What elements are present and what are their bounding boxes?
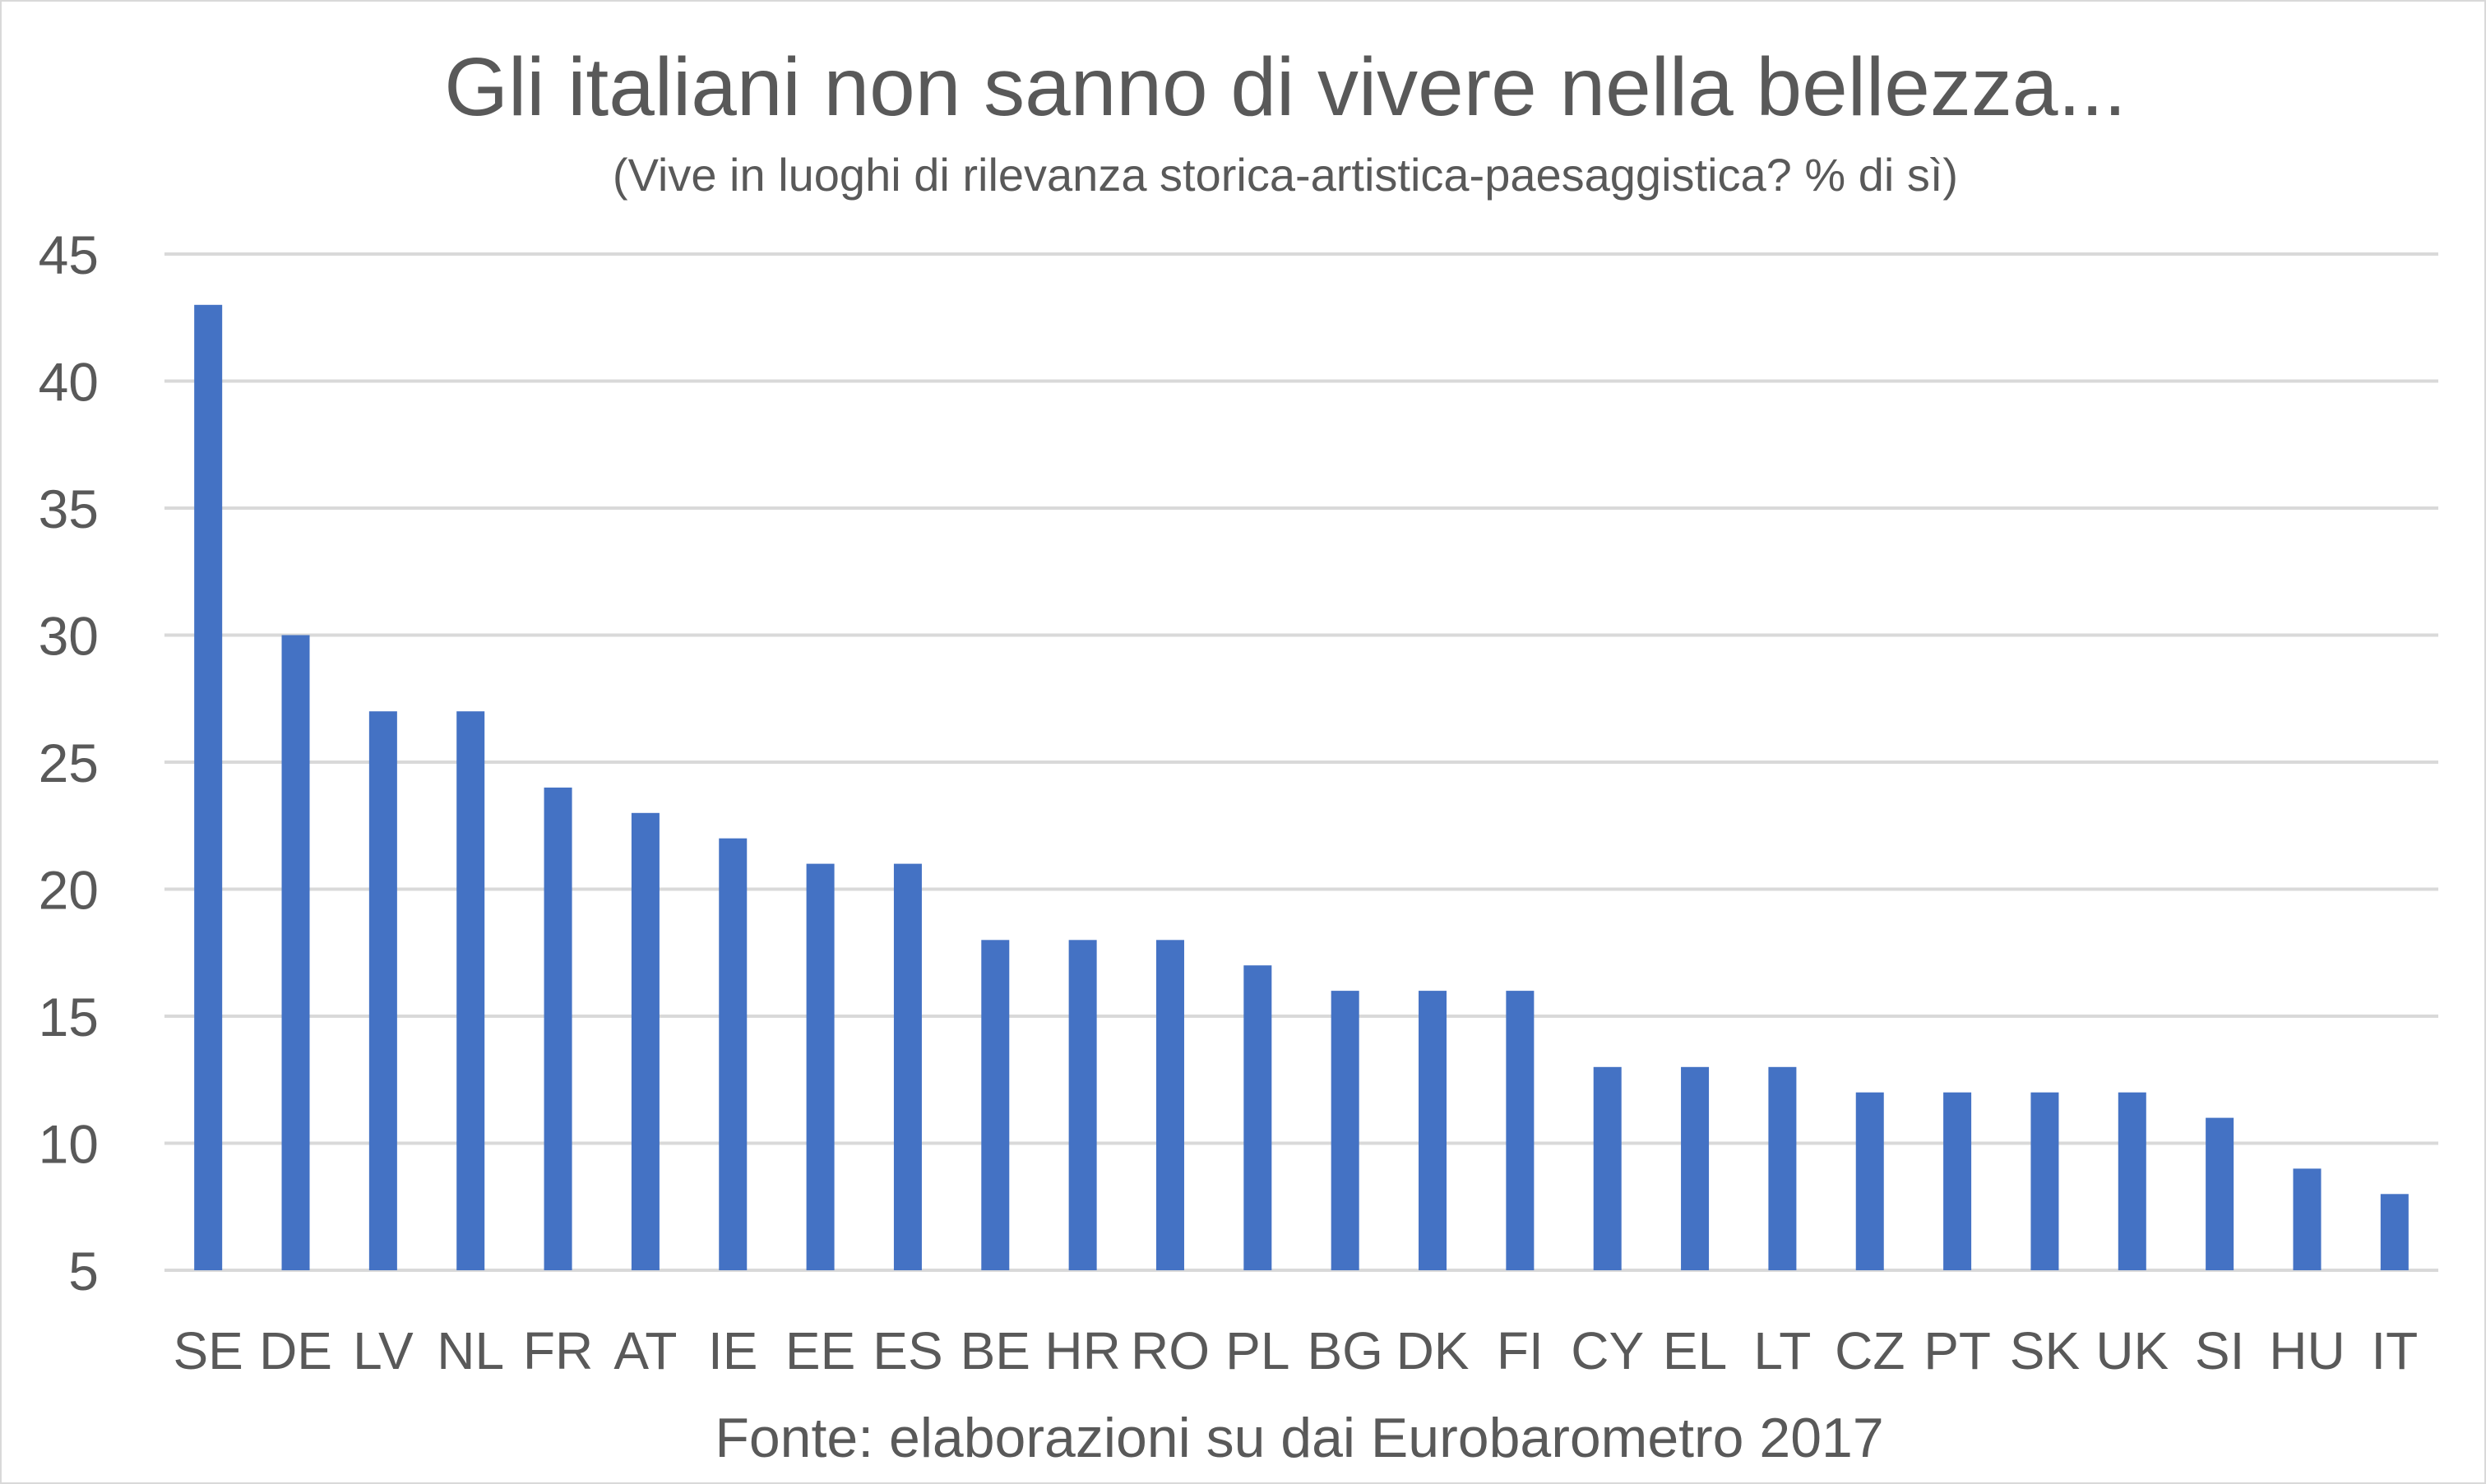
y-axis-ticks: 5 10 15 20 25 30 35 40 45 xyxy=(39,224,99,1301)
x-category-label: CY xyxy=(1571,1321,1644,1380)
y-tick-label: 35 xyxy=(39,478,99,539)
x-category-label: AT xyxy=(613,1321,677,1380)
bar-ie xyxy=(719,838,748,1270)
y-tick-label: 20 xyxy=(39,860,99,921)
x-category-label: LT xyxy=(1753,1321,1811,1380)
gridlines xyxy=(164,252,2438,1272)
x-category-label: DK xyxy=(1396,1321,1470,1380)
bar-it xyxy=(2380,1194,2409,1270)
bar-pl xyxy=(1243,965,1272,1270)
y-tick-label: 45 xyxy=(39,224,99,285)
x-category-label: IE xyxy=(708,1321,757,1380)
x-category-label: IT xyxy=(2371,1321,2418,1380)
x-category-label: SK xyxy=(2010,1321,2080,1380)
x-category-label: NL xyxy=(437,1321,504,1380)
bar-lt xyxy=(1768,1066,1797,1270)
bar-nl xyxy=(456,711,485,1270)
bar-at xyxy=(631,812,660,1270)
bar-uk xyxy=(2118,1092,2146,1270)
x-category-label: FR xyxy=(523,1321,593,1380)
bar-de xyxy=(281,635,310,1270)
bar-dk xyxy=(1419,991,1447,1270)
x-category-label: EL xyxy=(1663,1321,1727,1380)
y-tick-label: 10 xyxy=(39,1114,99,1175)
x-category-label: ES xyxy=(873,1321,942,1380)
x-category-label: SE xyxy=(173,1321,243,1380)
chart-title: Gli italiani non sanno di vivere nella b… xyxy=(444,41,2127,133)
bar-fr xyxy=(544,787,572,1270)
x-category-label: PL xyxy=(1225,1321,1289,1380)
x-category-label: DE xyxy=(259,1321,332,1380)
x-category-label: EE xyxy=(785,1321,855,1380)
bar-hu xyxy=(2293,1168,2322,1270)
bar-ee xyxy=(806,863,835,1270)
x-category-label: BG xyxy=(1307,1321,1382,1380)
x-category-label: PT xyxy=(1924,1321,1991,1380)
bars xyxy=(194,304,2409,1270)
bar-ro xyxy=(1155,940,1184,1270)
bar-el xyxy=(1681,1066,1710,1270)
x-category-label: HU xyxy=(2269,1321,2345,1380)
x-category-label: RO xyxy=(1131,1321,1210,1380)
bar-es xyxy=(893,863,922,1270)
x-category-label: LV xyxy=(353,1321,414,1380)
x-category-label: BE xyxy=(961,1321,1030,1380)
bar-si xyxy=(2206,1117,2234,1270)
x-axis-categories: SE DE LV NL FR AT IE EE ES BE HR RO PL BG DK FI CY EL LT CZ… xyxy=(173,1321,2418,1380)
x-category-label: FI xyxy=(1497,1321,1544,1380)
x-category-label: HR xyxy=(1044,1321,1120,1380)
y-tick-label: 5 xyxy=(68,1241,99,1301)
bar-fi xyxy=(1506,991,1535,1270)
bar-pt xyxy=(1943,1092,1972,1270)
x-category-label: UK xyxy=(2095,1321,2169,1380)
y-tick-label: 15 xyxy=(39,987,99,1047)
y-tick-label: 40 xyxy=(39,352,99,413)
bar-se xyxy=(194,304,223,1270)
x-axis-label: Fonte: elaborazioni su dai Eurobarometro… xyxy=(715,1407,1883,1469)
bar-lv xyxy=(368,711,397,1270)
bar-hr xyxy=(1068,940,1097,1270)
bar-cy xyxy=(1593,1066,1622,1270)
bar-cz xyxy=(1855,1092,1884,1270)
y-tick-label: 30 xyxy=(39,606,99,667)
bar-bg xyxy=(1331,991,1359,1270)
chart-subtitle: (Vive in luoghi di rilevanza storica-art… xyxy=(613,149,1958,201)
bar-be xyxy=(981,940,1010,1270)
y-tick-label: 25 xyxy=(39,733,99,793)
bar-sk xyxy=(2030,1092,2059,1270)
x-category-label: SI xyxy=(2195,1321,2244,1380)
x-category-label: CZ xyxy=(1835,1321,1905,1380)
